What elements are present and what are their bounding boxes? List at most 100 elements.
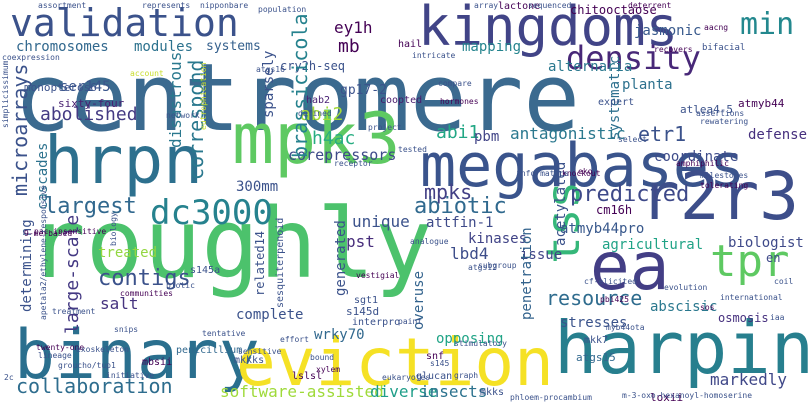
word: mkks [480,387,505,398]
word: contigs [98,266,191,291]
word: assortment [38,1,87,10]
word: amphiphilic [676,159,729,168]
word: exoskeleton [76,345,129,354]
word: snips [114,325,139,334]
word: osmosis [718,311,769,325]
word: compare [438,79,472,88]
word: paint [398,317,423,326]
word: analogue [410,237,449,246]
word: defined [298,109,332,118]
word: eukaryotes [382,373,431,382]
word: validation [10,1,239,45]
word: intricate [412,51,456,60]
word: ey1h [334,18,373,37]
word: 300mm [236,179,279,195]
word: megabases [420,131,746,201]
word: binary [14,316,260,395]
word: mkk7 [584,335,609,346]
word: glucan [416,371,453,382]
word: collaboration [16,374,173,398]
word: sesquiterpenoid [275,217,286,308]
word: eutrophication [199,62,208,130]
word: cry2h-seq [280,59,346,73]
word: mpks [424,180,473,204]
word: atgs16 [256,65,285,74]
word: sparsely [261,50,277,118]
word: alternaria [548,59,633,75]
word: select [618,135,647,144]
word: sensitive [238,347,282,356]
word: lslsl [292,371,323,382]
word: unique [352,212,410,231]
word: abiotic [414,194,507,219]
word: tentative [202,329,246,338]
word: centromere [14,44,580,153]
word: predicted [570,182,690,207]
word: effort [280,335,309,344]
word: initiative [106,371,155,380]
word: largest [44,194,137,219]
word: pbm [474,129,500,145]
word: groucho/tup1 [58,361,116,370]
word: lineage [38,351,72,360]
word: international [720,293,783,302]
word: biologist [728,235,804,251]
word: milestones [700,171,749,180]
word: roughly [28,188,433,300]
word: assertions [696,109,745,118]
word: mbsii [142,357,173,368]
word: chitooctaose [570,3,657,17]
word: diverse [370,382,438,401]
word: evolution [664,283,708,292]
word: project [368,123,402,132]
word: m-3-oxo-hexanoyl-homoserine [622,391,753,400]
word: simplicissimum [1,60,10,128]
word: antagonistic [510,124,626,143]
word: ea [590,228,670,305]
word: r2r3 [640,158,799,235]
word: opposing [436,331,504,347]
word: nipponbare [200,1,249,10]
word: monopteros6 [24,81,97,94]
word: stresses [560,315,628,331]
word: markedly [710,370,788,389]
word: tpr [710,236,790,287]
word: agricultural [602,237,704,253]
word: chromosomes [16,39,109,55]
word: apetala2/ethylene-responsive [39,185,48,320]
word: loxii [650,391,684,404]
word: mpk3 [232,98,401,180]
word: graph [454,371,479,380]
word: rewatering [700,117,749,126]
word: deterrent [628,1,672,10]
word: represents [142,1,191,10]
word: complete [236,307,304,323]
word: account [130,69,164,78]
word: kinases [468,231,528,247]
word: sequenced [528,1,572,10]
word: wrky70 [314,327,365,343]
word: disastrous [166,51,185,148]
word: hormones [440,97,479,106]
word: gp17-2 [340,83,387,98]
word: xylem [316,365,341,374]
word: software-assisted [220,382,384,401]
word: treatment [52,307,96,316]
word: etr1 [638,122,687,146]
word: coexpression [2,53,60,62]
word: density [566,39,701,77]
word: tolerating [700,181,749,190]
word: penicillium [176,345,243,356]
word: atgs15 [576,351,616,364]
word: dc3000 [150,193,273,233]
word: knockout [562,169,601,178]
word: salt [100,294,139,313]
word: issue [520,247,563,263]
word: ser145 [60,79,111,95]
word: insects [420,382,488,401]
word: twenty-one [36,343,85,352]
word: atmyb44pro [560,221,645,237]
word: pbi425 [600,295,629,304]
word: cf-elicited [584,277,637,286]
